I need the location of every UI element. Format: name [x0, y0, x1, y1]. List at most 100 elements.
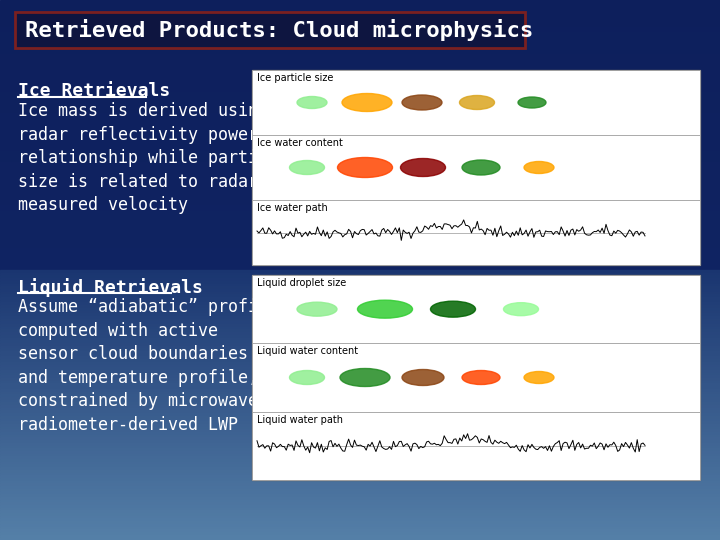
- Bar: [0, 472, 720, 475]
- Bar: [0, 408, 720, 410]
- Bar: [0, 532, 720, 535]
- Bar: [0, 475, 720, 478]
- Bar: [0, 392, 720, 394]
- Bar: [0, 167, 720, 173]
- Bar: [0, 413, 720, 416]
- Bar: [0, 243, 720, 248]
- Text: Ice particle size: Ice particle size: [257, 73, 333, 83]
- Bar: [0, 92, 720, 97]
- Bar: [0, 335, 720, 338]
- Bar: [0, 76, 720, 81]
- Bar: [0, 49, 720, 54]
- Bar: [0, 356, 720, 359]
- Bar: [0, 308, 720, 310]
- Bar: [0, 518, 720, 521]
- Bar: [0, 324, 720, 327]
- Bar: [0, 297, 720, 300]
- Bar: [0, 513, 720, 516]
- Bar: [0, 421, 720, 424]
- Bar: [0, 86, 720, 92]
- Bar: [0, 446, 720, 448]
- Ellipse shape: [400, 159, 446, 177]
- Text: Retrieved Products: Cloud microphysics: Retrieved Products: Cloud microphysics: [25, 19, 534, 41]
- Bar: [0, 397, 720, 400]
- Bar: [0, 289, 720, 292]
- Bar: [0, 281, 720, 284]
- Bar: [252, 275, 700, 343]
- Bar: [0, 394, 720, 400]
- Text: Ice water content: Ice water content: [257, 138, 343, 148]
- Bar: [0, 173, 720, 178]
- Bar: [0, 440, 720, 443]
- Ellipse shape: [459, 96, 495, 110]
- Bar: [0, 381, 720, 383]
- Bar: [0, 354, 720, 356]
- Bar: [0, 537, 720, 540]
- Bar: [0, 454, 720, 459]
- Bar: [252, 70, 700, 135]
- Bar: [0, 324, 720, 329]
- Bar: [0, 378, 720, 383]
- Bar: [0, 432, 720, 437]
- Bar: [252, 343, 700, 411]
- Bar: [0, 364, 720, 367]
- Bar: [0, 302, 720, 305]
- Ellipse shape: [402, 95, 442, 110]
- Bar: [0, 443, 720, 445]
- Bar: [0, 451, 720, 454]
- Bar: [0, 529, 720, 535]
- Ellipse shape: [402, 369, 444, 386]
- Bar: [0, 275, 720, 278]
- Bar: [0, 216, 720, 221]
- Bar: [0, 43, 720, 49]
- Bar: [0, 502, 720, 508]
- Bar: [0, 462, 720, 464]
- Bar: [0, 486, 720, 489]
- Bar: [0, 313, 720, 319]
- Bar: [0, 373, 720, 375]
- Bar: [0, 448, 720, 454]
- Bar: [0, 124, 720, 130]
- Bar: [0, 389, 720, 392]
- Bar: [0, 500, 720, 502]
- Bar: [0, 22, 720, 27]
- Bar: [0, 338, 720, 340]
- Bar: [0, 375, 720, 378]
- Ellipse shape: [518, 97, 546, 108]
- Bar: [0, 427, 720, 432]
- Bar: [0, 508, 720, 510]
- Bar: [0, 292, 720, 294]
- Bar: [0, 362, 720, 364]
- Bar: [0, 332, 720, 335]
- Bar: [0, 319, 720, 324]
- Bar: [0, 254, 720, 259]
- Bar: [0, 535, 720, 540]
- Bar: [0, 405, 720, 408]
- Bar: [0, 516, 720, 518]
- Bar: [0, 386, 720, 389]
- Bar: [0, 524, 720, 526]
- Bar: [0, 5, 720, 11]
- Bar: [0, 38, 720, 43]
- Text: Ice Retrievals: Ice Retrievals: [18, 82, 170, 100]
- Bar: [0, 70, 720, 76]
- Text: Assume “adiabatic” profile
computed with active
sensor cloud boundaries
and temp: Assume “adiabatic” profile computed with…: [18, 298, 278, 434]
- Ellipse shape: [358, 300, 413, 318]
- Bar: [0, 378, 720, 381]
- Bar: [0, 265, 720, 270]
- Bar: [0, 359, 720, 362]
- Bar: [0, 459, 720, 462]
- Bar: [0, 418, 720, 421]
- Bar: [0, 478, 720, 481]
- Bar: [0, 308, 720, 313]
- Bar: [0, 456, 720, 459]
- Bar: [0, 510, 720, 513]
- Bar: [0, 464, 720, 467]
- Bar: [0, 97, 720, 103]
- Bar: [0, 348, 720, 351]
- Bar: [0, 402, 720, 405]
- Bar: [0, 221, 720, 227]
- Bar: [0, 346, 720, 351]
- Bar: [0, 421, 720, 427]
- Ellipse shape: [289, 370, 325, 384]
